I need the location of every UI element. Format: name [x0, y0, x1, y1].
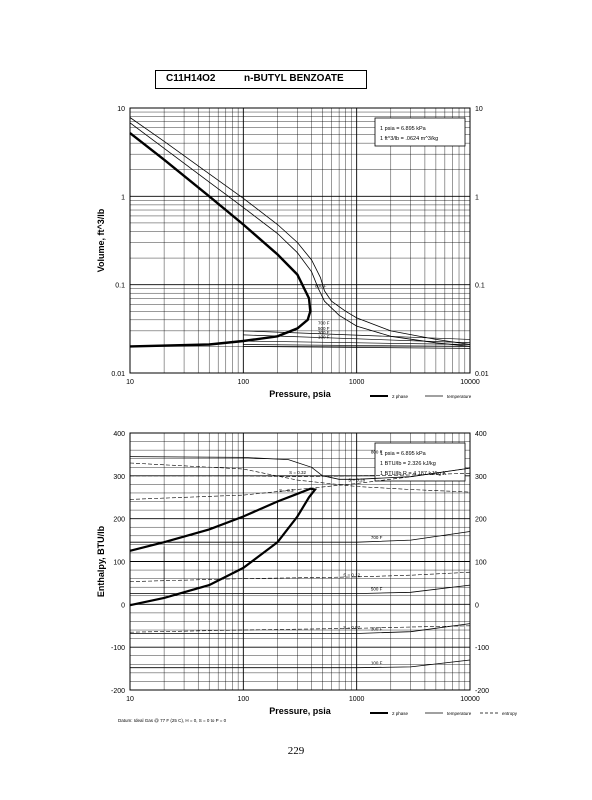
conversion-text: 1 psia = 6.895 kPa [380, 451, 427, 457]
compound-name: n-BUTYL BENZOATE [244, 73, 344, 84]
y-tick-label: 100 [113, 560, 125, 567]
conversion-text: 1 ft^3/lb = .0624 m^3/kg [380, 136, 438, 142]
volume-curve [129, 122, 471, 347]
entropy-line [130, 473, 471, 478]
y-tick-label: 400 [113, 431, 125, 438]
isotherm-line [129, 456, 471, 480]
x-tick-label: 1000 [349, 379, 365, 386]
y-tick-label-right: 400 [475, 431, 487, 438]
entropy-label: S = 0.12 [343, 573, 360, 578]
isotherm-label: 500 F [318, 326, 330, 331]
isotherm-line [243, 340, 471, 345]
isotherm-label: 100 F [371, 661, 383, 666]
isotherm-label: 100 F [318, 335, 330, 340]
volume-curve [129, 132, 312, 348]
isotherm-line [130, 623, 471, 634]
isotherm-label: 500 F [371, 587, 383, 592]
legend-label: 2 phase [392, 394, 409, 399]
plot-frame [129, 107, 471, 374]
isotherm-line [130, 531, 471, 543]
y-axis-label: Enthalpy, BTU/lb [96, 525, 106, 597]
y-tick-label: 0.01 [111, 371, 125, 378]
entropy-label: S = 0.3 [279, 488, 294, 493]
page-number: 229 [287, 745, 305, 757]
entropy-label: S = 0.07 [343, 625, 360, 630]
y-tick-label-right: -200 [475, 688, 489, 695]
y-tick-label: 300 [113, 474, 125, 481]
x-tick-label: 10 [126, 696, 134, 703]
x-tick-label: 100 [237, 379, 249, 386]
x-tick-label: 1000 [349, 696, 365, 703]
y-tick-label-right: 100 [475, 560, 487, 567]
y-tick-label-right: 0.01 [475, 371, 489, 378]
conversion-text: 1 psia = 6.895 kPa [380, 126, 427, 132]
isotherm-line [130, 659, 471, 669]
legend-label: temperature [447, 711, 472, 716]
legend-label: temperature [447, 394, 472, 399]
x-axis-label: Pressure, psia [269, 706, 332, 716]
conversion-box [374, 117, 466, 147]
entropy-line [129, 467, 471, 500]
entropy-line [129, 462, 471, 493]
volume-curve [129, 117, 471, 345]
x-tick-label: 10 [126, 379, 134, 386]
y-tick-label-right: 0.1 [475, 283, 485, 290]
y-axis-label: Volume, ft^3/lb [96, 208, 106, 272]
entropy-line [129, 571, 471, 582]
compound-formula: C11H14O2 [166, 73, 216, 84]
y-tick-label-right: 300 [475, 474, 487, 481]
isotherm-label: 800 F [315, 283, 327, 288]
isotherm-line [130, 584, 471, 594]
x-tick-label: 100 [237, 696, 249, 703]
datum-note: Datum: Ideal Gas @ 77 F (25 C), H = 0, S… [118, 718, 227, 723]
y-tick-label-right: 10 [475, 106, 483, 113]
isotherm-label: 300 F [318, 330, 330, 335]
two-phase-dome [129, 487, 318, 607]
conversion-text: 1 BTU/lb R = 4.187 kJ/kg K [380, 471, 447, 477]
plot-frame [129, 432, 471, 691]
isotherm-label: 700 F [318, 320, 330, 325]
y-tick-label: 10 [117, 106, 125, 113]
legend-label: entropy [502, 711, 518, 716]
isotherm-label: 300 F [371, 626, 383, 631]
x-tick-label: 10000 [460, 696, 480, 703]
isotherm-label: 700 F [371, 535, 383, 540]
isotherm-line [243, 346, 471, 349]
y-tick-label-right: 0 [475, 602, 479, 609]
y-tick-label-right: 1 [475, 194, 479, 201]
isotherm-line [243, 330, 471, 340]
y-tick-label: 200 [113, 517, 125, 524]
x-tick-label: 10000 [460, 379, 480, 386]
legend-label: 2 phase [392, 711, 409, 716]
compound-title-box: C11H14O2 n-BUTYL BENZOATE [155, 70, 367, 89]
y-tick-label: -100 [111, 645, 125, 652]
x-axis-label: Pressure, psia [269, 389, 332, 399]
y-tick-label: -200 [111, 688, 125, 695]
entropy-label: S = 0.32 [289, 470, 306, 475]
y-tick-label: 1 [121, 194, 125, 201]
conversion-text: 1 BTU/lb = 2.326 kJ/kg [380, 461, 436, 467]
y-tick-label: 0.1 [115, 283, 125, 290]
isotherm-line [243, 334, 471, 344]
entropy-label: S = 0.28 [348, 478, 365, 483]
y-tick-label-right: 200 [475, 517, 487, 524]
isotherm-line [243, 344, 471, 347]
isotherm-label: 800 F [371, 450, 383, 455]
y-tick-label: 0 [121, 602, 125, 609]
y-tick-label-right: -100 [475, 645, 489, 652]
entropy-line [129, 625, 471, 633]
